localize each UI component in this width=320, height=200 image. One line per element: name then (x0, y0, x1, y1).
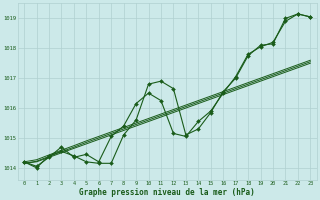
X-axis label: Graphe pression niveau de la mer (hPa): Graphe pression niveau de la mer (hPa) (79, 188, 255, 197)
